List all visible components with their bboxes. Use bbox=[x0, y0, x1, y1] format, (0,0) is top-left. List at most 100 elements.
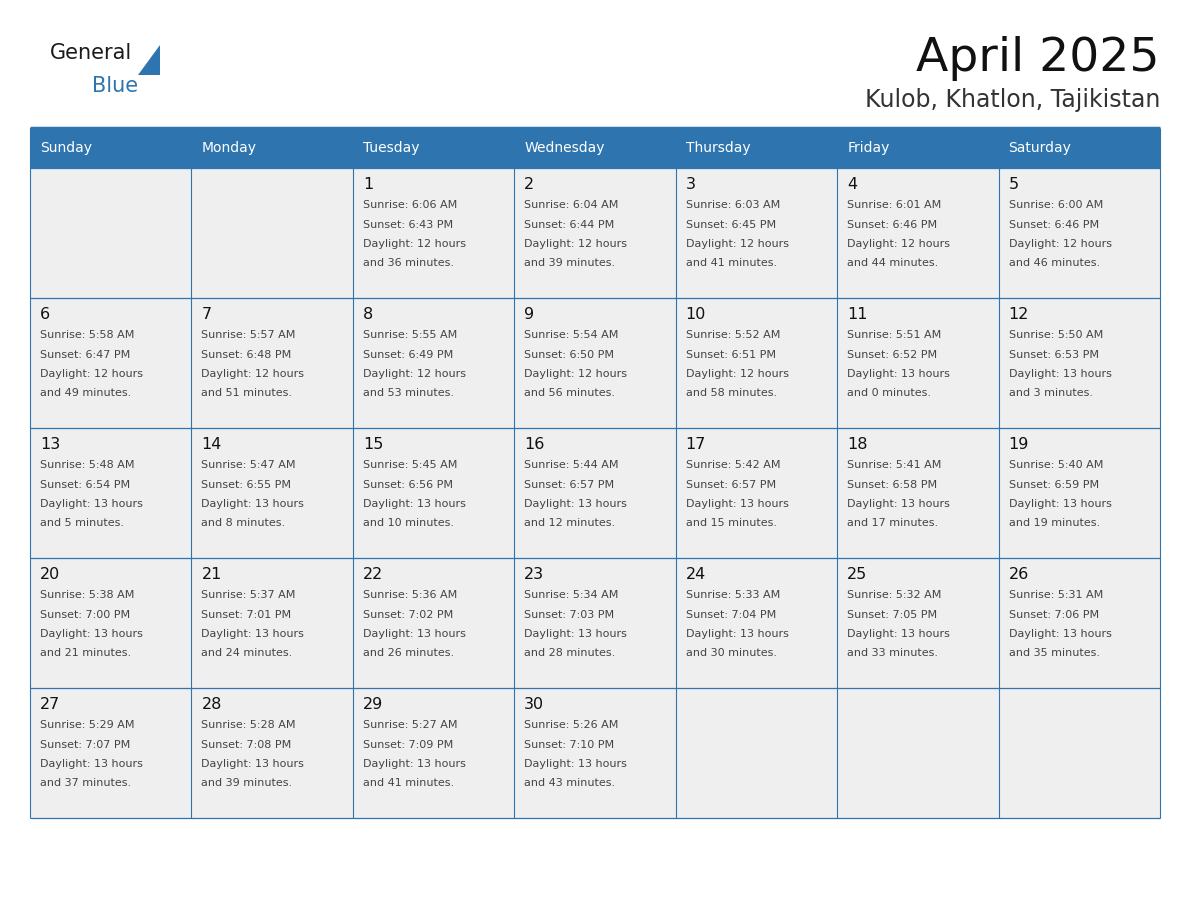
Text: Daylight: 12 hours: Daylight: 12 hours bbox=[202, 369, 304, 379]
Text: and 37 minutes.: and 37 minutes. bbox=[40, 778, 131, 789]
Text: Sunset: 7:03 PM: Sunset: 7:03 PM bbox=[524, 610, 614, 620]
Text: 25: 25 bbox=[847, 567, 867, 582]
Text: Sunset: 6:50 PM: Sunset: 6:50 PM bbox=[524, 350, 614, 360]
Text: and 39 minutes.: and 39 minutes. bbox=[202, 778, 292, 789]
Text: Sunrise: 5:45 AM: Sunrise: 5:45 AM bbox=[362, 460, 457, 470]
Text: 23: 23 bbox=[524, 567, 544, 582]
Text: and 33 minutes.: and 33 minutes. bbox=[847, 648, 939, 658]
Bar bbox=[191, 558, 353, 688]
Text: Thursday: Thursday bbox=[685, 141, 751, 155]
Bar bbox=[514, 558, 676, 688]
Text: Daylight: 13 hours: Daylight: 13 hours bbox=[847, 369, 950, 379]
Text: and 26 minutes.: and 26 minutes. bbox=[362, 648, 454, 658]
Text: 1: 1 bbox=[362, 177, 373, 192]
Text: Sunrise: 5:41 AM: Sunrise: 5:41 AM bbox=[847, 460, 942, 470]
Text: Daylight: 13 hours: Daylight: 13 hours bbox=[202, 499, 304, 509]
Text: and 44 minutes.: and 44 minutes. bbox=[847, 259, 939, 268]
Text: Sunrise: 6:00 AM: Sunrise: 6:00 AM bbox=[1009, 200, 1102, 210]
Bar bbox=[191, 298, 353, 428]
Text: Blue: Blue bbox=[91, 76, 138, 96]
Bar bbox=[676, 128, 838, 168]
Text: Sunset: 6:45 PM: Sunset: 6:45 PM bbox=[685, 219, 776, 230]
Text: Sunset: 6:56 PM: Sunset: 6:56 PM bbox=[362, 479, 453, 489]
Text: Sunrise: 6:01 AM: Sunrise: 6:01 AM bbox=[847, 200, 941, 210]
Text: Sunrise: 5:28 AM: Sunrise: 5:28 AM bbox=[202, 720, 296, 730]
Text: Sunrise: 5:48 AM: Sunrise: 5:48 AM bbox=[40, 460, 134, 470]
Text: Daylight: 12 hours: Daylight: 12 hours bbox=[40, 369, 143, 379]
Text: 2: 2 bbox=[524, 177, 535, 192]
Text: Daylight: 12 hours: Daylight: 12 hours bbox=[1009, 239, 1112, 249]
Text: and 51 minutes.: and 51 minutes. bbox=[202, 388, 292, 398]
Bar bbox=[191, 428, 353, 558]
Text: Sunrise: 5:55 AM: Sunrise: 5:55 AM bbox=[362, 330, 457, 340]
Text: Tuesday: Tuesday bbox=[362, 141, 419, 155]
Text: Daylight: 13 hours: Daylight: 13 hours bbox=[40, 499, 143, 509]
Text: 4: 4 bbox=[847, 177, 858, 192]
Text: Sunrise: 6:04 AM: Sunrise: 6:04 AM bbox=[524, 200, 619, 210]
Text: Daylight: 13 hours: Daylight: 13 hours bbox=[362, 499, 466, 509]
Text: and 49 minutes.: and 49 minutes. bbox=[40, 388, 131, 398]
Text: Daylight: 13 hours: Daylight: 13 hours bbox=[1009, 499, 1112, 509]
Text: Sunrise: 5:26 AM: Sunrise: 5:26 AM bbox=[524, 720, 619, 730]
Bar bbox=[676, 558, 838, 688]
Text: Daylight: 13 hours: Daylight: 13 hours bbox=[1009, 369, 1112, 379]
Text: 18: 18 bbox=[847, 437, 867, 452]
Text: 29: 29 bbox=[362, 697, 383, 712]
Text: Sunset: 6:57 PM: Sunset: 6:57 PM bbox=[524, 479, 614, 489]
Bar bbox=[191, 168, 353, 298]
Text: and 24 minutes.: and 24 minutes. bbox=[202, 648, 292, 658]
Text: Sunset: 6:44 PM: Sunset: 6:44 PM bbox=[524, 219, 614, 230]
Text: April 2025: April 2025 bbox=[916, 36, 1159, 81]
Text: Sunrise: 5:27 AM: Sunrise: 5:27 AM bbox=[362, 720, 457, 730]
Bar bbox=[838, 298, 999, 428]
Text: Sunrise: 5:54 AM: Sunrise: 5:54 AM bbox=[524, 330, 619, 340]
Text: Sunset: 6:53 PM: Sunset: 6:53 PM bbox=[1009, 350, 1099, 360]
Bar bbox=[30, 558, 191, 688]
Bar bbox=[514, 688, 676, 818]
Text: Sunset: 6:59 PM: Sunset: 6:59 PM bbox=[1009, 479, 1099, 489]
Text: 8: 8 bbox=[362, 307, 373, 322]
Bar bbox=[353, 168, 514, 298]
Text: Daylight: 12 hours: Daylight: 12 hours bbox=[362, 239, 466, 249]
Bar bbox=[353, 688, 514, 818]
Text: Daylight: 12 hours: Daylight: 12 hours bbox=[685, 369, 789, 379]
Bar bbox=[676, 428, 838, 558]
Text: and 3 minutes.: and 3 minutes. bbox=[1009, 388, 1093, 398]
Text: Sunrise: 6:03 AM: Sunrise: 6:03 AM bbox=[685, 200, 781, 210]
Text: 5: 5 bbox=[1009, 177, 1018, 192]
Bar bbox=[838, 128, 999, 168]
Bar bbox=[191, 688, 353, 818]
Text: Sunset: 7:07 PM: Sunset: 7:07 PM bbox=[40, 740, 131, 749]
Text: Daylight: 13 hours: Daylight: 13 hours bbox=[524, 759, 627, 769]
Bar bbox=[191, 128, 353, 168]
Text: Sunrise: 5:31 AM: Sunrise: 5:31 AM bbox=[1009, 590, 1102, 600]
Bar bbox=[999, 298, 1159, 428]
Text: Daylight: 13 hours: Daylight: 13 hours bbox=[362, 629, 466, 639]
Text: 7: 7 bbox=[202, 307, 211, 322]
Text: Sunset: 6:55 PM: Sunset: 6:55 PM bbox=[202, 479, 291, 489]
Text: Daylight: 13 hours: Daylight: 13 hours bbox=[40, 629, 143, 639]
Text: Sunset: 6:48 PM: Sunset: 6:48 PM bbox=[202, 350, 292, 360]
Text: 12: 12 bbox=[1009, 307, 1029, 322]
Text: Daylight: 12 hours: Daylight: 12 hours bbox=[847, 239, 950, 249]
Text: Sunset: 6:52 PM: Sunset: 6:52 PM bbox=[847, 350, 937, 360]
Bar bbox=[838, 168, 999, 298]
Text: 15: 15 bbox=[362, 437, 384, 452]
Text: and 35 minutes.: and 35 minutes. bbox=[1009, 648, 1100, 658]
Text: Friday: Friday bbox=[847, 141, 890, 155]
Text: and 5 minutes.: and 5 minutes. bbox=[40, 519, 124, 529]
Text: and 21 minutes.: and 21 minutes. bbox=[40, 648, 131, 658]
Text: 17: 17 bbox=[685, 437, 706, 452]
Text: Daylight: 13 hours: Daylight: 13 hours bbox=[362, 759, 466, 769]
Text: Sunset: 7:05 PM: Sunset: 7:05 PM bbox=[847, 610, 937, 620]
Text: 28: 28 bbox=[202, 697, 222, 712]
Text: 11: 11 bbox=[847, 307, 867, 322]
Text: Sunrise: 6:06 AM: Sunrise: 6:06 AM bbox=[362, 200, 457, 210]
Text: Sunrise: 5:29 AM: Sunrise: 5:29 AM bbox=[40, 720, 134, 730]
Text: Daylight: 13 hours: Daylight: 13 hours bbox=[40, 759, 143, 769]
Text: and 43 minutes.: and 43 minutes. bbox=[524, 778, 615, 789]
Text: Sunrise: 5:52 AM: Sunrise: 5:52 AM bbox=[685, 330, 781, 340]
Text: and 10 minutes.: and 10 minutes. bbox=[362, 519, 454, 529]
Text: Monday: Monday bbox=[202, 141, 257, 155]
Text: and 58 minutes.: and 58 minutes. bbox=[685, 388, 777, 398]
